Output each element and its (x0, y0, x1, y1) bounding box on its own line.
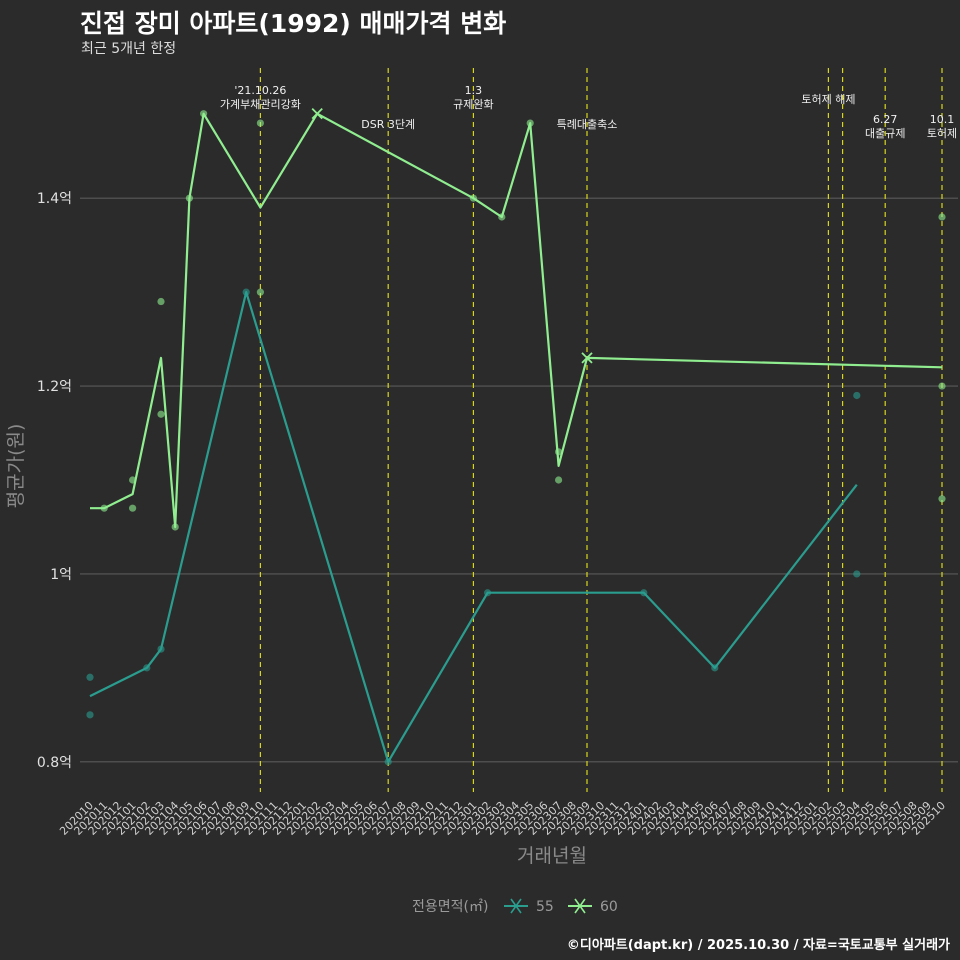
data-point (157, 410, 165, 418)
y-tick-label: 1억 (50, 567, 72, 583)
data-point (555, 448, 563, 456)
data-point (711, 664, 719, 672)
data-point (384, 758, 392, 766)
source-caption: ©디아파트(dapt.kr) / 2025.10.30 / 자료=국토교통부 실… (566, 938, 950, 953)
series-55 (86, 288, 861, 766)
data-point (143, 664, 151, 672)
event-label: 규제완화 (453, 98, 493, 111)
legend-title: 전용면적(㎡) (412, 899, 488, 915)
data-point (100, 504, 108, 512)
y-tick-label: 0.8억 (37, 755, 72, 771)
data-point (157, 645, 165, 653)
legend: 전용면적(㎡) 55 60 (412, 898, 618, 915)
event-label: 10.1 (930, 113, 955, 126)
data-point (484, 589, 492, 597)
data-point (171, 523, 179, 531)
data-point (200, 110, 208, 118)
data-point (938, 213, 946, 221)
data-point (526, 119, 534, 127)
event-label: 가계부채관리강화 (220, 98, 301, 111)
event-label: 토허제 (927, 127, 957, 140)
data-point (242, 288, 250, 296)
y-tick-label: 1.4억 (37, 191, 72, 207)
data-point (256, 119, 264, 127)
data-point (469, 194, 477, 202)
data-point (853, 391, 861, 400)
data-point (86, 711, 94, 719)
event-label: 토허제 해제 (801, 92, 855, 106)
series-line-60 (90, 112, 943, 529)
data-point (640, 589, 648, 597)
axes: 0.8억1억1.2억1.4억20201020201120201220210120… (5, 191, 948, 867)
data-point (853, 570, 861, 578)
legend-item-55: 55 (504, 898, 554, 915)
series (86, 108, 946, 766)
y-tick-label: 1.2억 (37, 379, 72, 395)
data-point (129, 476, 137, 484)
data-point (256, 288, 264, 296)
legend-swatch-cross (510, 898, 522, 914)
event-label: DSR 3단계 (361, 118, 415, 131)
event-label: 6.27 (873, 113, 898, 126)
cross-marker (581, 352, 593, 364)
legend-label: 55 (536, 899, 554, 915)
cross-marker (311, 108, 323, 120)
gridlines (80, 197, 958, 763)
data-point (129, 504, 137, 512)
y-axis-title: 평균가(원) (5, 424, 27, 509)
data-point (555, 476, 563, 484)
event-label: 대출규제 (865, 127, 905, 140)
chart-subtitle: 최근 5개년 한정 (81, 41, 177, 57)
data-point (498, 213, 506, 221)
event-label: 특례대출축소 (557, 118, 618, 131)
data-point (157, 297, 165, 306)
legend-swatch-cross (574, 898, 586, 914)
data-point (86, 673, 94, 681)
chart-title: 진접 장미 아파트(1992) 매매가격 변화 (80, 9, 507, 38)
legend-label: 60 (600, 899, 618, 915)
data-point (185, 194, 193, 202)
series-60 (90, 108, 946, 531)
event-label: '21.10.26 (234, 84, 286, 97)
data-point (938, 382, 946, 390)
event-label: 1.3 (465, 84, 483, 97)
legend-item-60: 60 (568, 898, 618, 915)
x-axis-title: 거래년월 (517, 845, 587, 867)
data-point (938, 495, 946, 503)
